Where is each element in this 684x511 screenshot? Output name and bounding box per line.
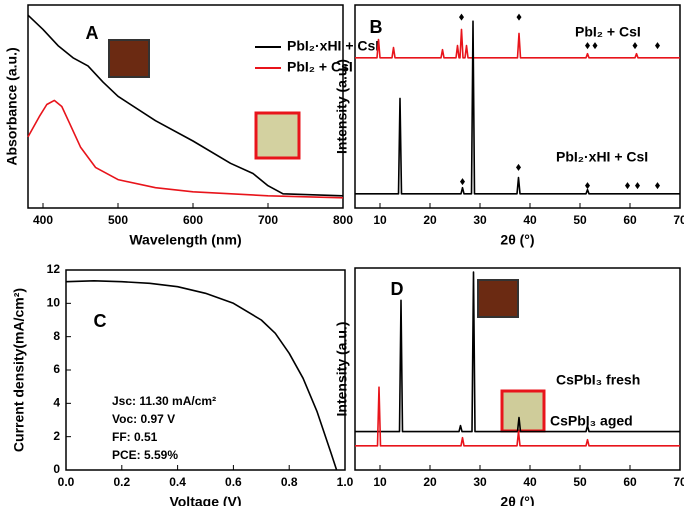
annotation: Voc: 0.97 V bbox=[112, 412, 175, 426]
x-tick-label: 30 bbox=[473, 213, 487, 227]
film-photo-brown bbox=[108, 39, 150, 78]
y-axis-label: Absorbance (a.u.) bbox=[4, 47, 20, 165]
data-line bbox=[65, 280, 338, 471]
film-photo-yellow bbox=[500, 389, 546, 433]
peak-marker bbox=[585, 42, 590, 50]
film-photo-brown bbox=[477, 279, 519, 318]
x-tick-label: 60 bbox=[623, 475, 637, 489]
x-axis-label: 2θ (°) bbox=[500, 494, 534, 506]
series-label: CsPbI₃ fresh bbox=[556, 372, 640, 388]
x-tick-label: 20 bbox=[423, 213, 437, 227]
peak-marker bbox=[459, 13, 464, 21]
data-line bbox=[27, 14, 344, 197]
x-tick-label: 1.0 bbox=[337, 475, 354, 489]
data-line bbox=[27, 99, 344, 199]
annotation: Jsc: 11.30 mA/cm² bbox=[112, 394, 216, 408]
panel-letter: B bbox=[370, 17, 383, 37]
x-tick-label: 400 bbox=[33, 213, 53, 227]
peak-marker bbox=[460, 178, 465, 186]
data-line bbox=[355, 20, 680, 195]
plot-frame bbox=[27, 4, 344, 209]
peak-marker bbox=[625, 182, 630, 190]
x-tick-label: 70 bbox=[673, 213, 684, 227]
plot-frame bbox=[354, 4, 681, 209]
x-tick-label: 40 bbox=[523, 213, 537, 227]
x-tick-label: 70 bbox=[673, 475, 684, 489]
peak-marker bbox=[655, 42, 660, 50]
x-tick-label: 500 bbox=[108, 213, 128, 227]
data-line bbox=[355, 271, 680, 433]
x-tick-label: 0.6 bbox=[225, 475, 242, 489]
peak-marker bbox=[655, 182, 660, 190]
data-line bbox=[355, 28, 680, 59]
x-tick-label: 40 bbox=[523, 475, 537, 489]
peak-marker bbox=[635, 182, 640, 190]
panel-letter: D bbox=[391, 279, 404, 299]
x-tick-label: 10 bbox=[373, 213, 387, 227]
series-label: PbI₂·xHI + CsI bbox=[556, 149, 648, 165]
peak-marker bbox=[516, 13, 522, 21]
series-label: PbI₂ + CsI bbox=[575, 24, 641, 40]
x-axis-label: 2θ (°) bbox=[500, 232, 534, 248]
legend-label: PbI₂ + CsI bbox=[287, 59, 353, 75]
x-tick-label: 30 bbox=[473, 475, 487, 489]
peak-marker bbox=[592, 42, 598, 50]
annotation: PCE: 5.59% bbox=[112, 448, 178, 462]
y-axis-label: Intensity (a.u.) bbox=[334, 322, 350, 417]
x-tick-label: 700 bbox=[258, 213, 278, 227]
x-tick-label: 800 bbox=[333, 213, 353, 227]
series-label: CsPbI₃ aged bbox=[550, 413, 633, 429]
panel-letter: A bbox=[86, 23, 99, 43]
y-tick-label: 8 bbox=[53, 329, 60, 343]
x-tick-label: 600 bbox=[183, 213, 203, 227]
x-axis-label: Voltage (V) bbox=[169, 494, 241, 506]
y-tick-label: 0 bbox=[53, 462, 60, 476]
y-tick-label: 4 bbox=[53, 396, 60, 410]
x-tick-label: 0.4 bbox=[169, 475, 186, 489]
x-tick-label: 0.2 bbox=[113, 475, 130, 489]
x-tick-label: 0.0 bbox=[58, 475, 75, 489]
film-photo-yellow bbox=[254, 111, 301, 160]
x-tick-label: 60 bbox=[623, 213, 637, 227]
y-tick-label: 10 bbox=[47, 296, 61, 310]
annotation: FF: 0.51 bbox=[112, 430, 158, 444]
x-tick-label: 20 bbox=[423, 475, 437, 489]
x-tick-label: 0.8 bbox=[281, 475, 298, 489]
peak-marker bbox=[516, 163, 521, 171]
y-tick-label: 2 bbox=[53, 429, 60, 443]
legend-label: PbI₂·xHI + CsI bbox=[287, 38, 379, 54]
data-line bbox=[355, 386, 680, 447]
x-tick-label: 50 bbox=[573, 475, 587, 489]
y-tick-label: 12 bbox=[47, 262, 61, 276]
x-axis-label: Wavelength (nm) bbox=[129, 232, 241, 248]
peak-marker bbox=[585, 182, 590, 190]
plot-frame bbox=[354, 267, 681, 471]
peak-marker bbox=[632, 42, 638, 50]
x-tick-label: 10 bbox=[373, 475, 387, 489]
y-tick-label: 6 bbox=[53, 362, 60, 376]
x-tick-label: 50 bbox=[573, 213, 587, 227]
panel-letter: C bbox=[94, 311, 107, 331]
y-axis-label: Intensity (a.u.) bbox=[334, 59, 350, 154]
y-axis-label: Current density(mA/cm²) bbox=[11, 288, 27, 452]
